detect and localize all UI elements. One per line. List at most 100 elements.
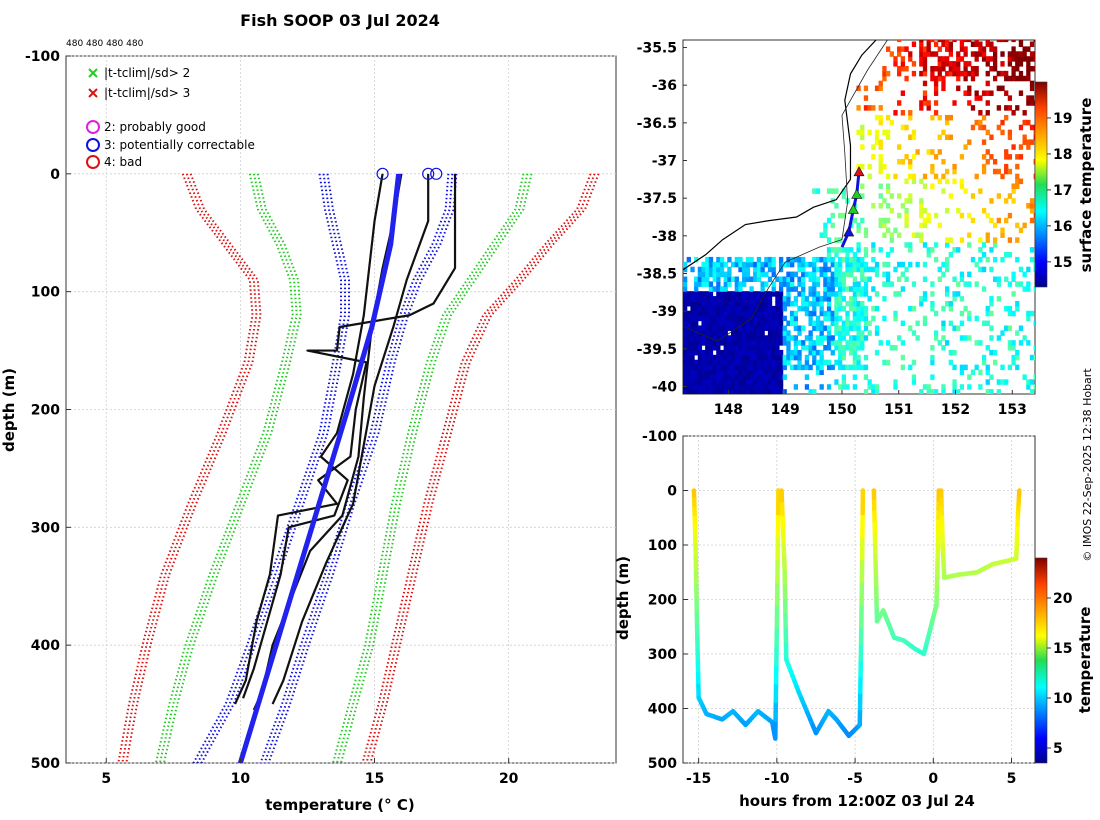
sst-cell xyxy=(712,335,717,341)
sst-cell xyxy=(959,178,965,185)
sst-cell xyxy=(1011,276,1016,282)
sst-cell xyxy=(834,325,839,331)
sst-cell xyxy=(742,384,747,390)
sst-cell xyxy=(1022,139,1027,145)
sst-cell xyxy=(749,379,754,385)
sst-cell xyxy=(937,266,942,273)
sst-cell xyxy=(1015,256,1020,263)
drops-colorbar-tick-label: 20 xyxy=(1053,591,1073,607)
sst-cell xyxy=(1000,61,1005,67)
sst-cell xyxy=(1022,335,1027,341)
sst-cell xyxy=(919,389,924,394)
sst-cell xyxy=(778,310,784,317)
sst-cell xyxy=(967,271,972,278)
sst-cell xyxy=(959,70,965,77)
sst-cell xyxy=(719,315,725,322)
sst-cell xyxy=(878,119,883,126)
sst-cell xyxy=(760,286,765,292)
sst-cell xyxy=(841,374,846,380)
sst-cell xyxy=(981,114,987,121)
sst-cell xyxy=(815,369,821,376)
sst-cell xyxy=(775,315,780,322)
sst-cell xyxy=(749,325,754,331)
sst-cell xyxy=(937,46,942,52)
sst-cell xyxy=(727,310,732,317)
sst-cell xyxy=(878,183,883,189)
sst-cell xyxy=(749,384,754,390)
sst-cell xyxy=(930,183,935,189)
sst-cell xyxy=(705,364,710,371)
sst-cell xyxy=(933,310,939,317)
sst-cell xyxy=(941,173,946,180)
sst-cell xyxy=(1022,110,1027,116)
sst-cell xyxy=(897,51,902,57)
sst-cell xyxy=(956,207,961,214)
sst-cell xyxy=(834,305,839,312)
sst-cell xyxy=(723,296,728,302)
sst-cell xyxy=(708,291,714,297)
sst-cell xyxy=(727,354,732,361)
sst-cell xyxy=(826,188,832,194)
sst-cell xyxy=(874,114,880,121)
sst-cell xyxy=(756,276,762,282)
sst-cell xyxy=(834,203,839,209)
sst-cell xyxy=(738,286,743,292)
sst-cell xyxy=(945,300,950,307)
sst-cell xyxy=(926,252,931,258)
sst-cell xyxy=(742,305,747,312)
sst-cell xyxy=(908,193,913,199)
sst-cell xyxy=(686,374,691,380)
sst-cell xyxy=(1033,134,1035,141)
sst-cell xyxy=(908,261,913,268)
drops-ytick-label: 300 xyxy=(648,647,677,663)
sst-cell xyxy=(1018,144,1024,150)
sst-cell xyxy=(837,247,843,253)
sst-cell xyxy=(959,56,965,62)
sst-cell xyxy=(941,159,946,165)
sst-cell xyxy=(878,168,883,175)
sst-cell xyxy=(911,41,917,48)
sst-cell xyxy=(959,310,965,317)
sst-cell xyxy=(745,349,751,356)
sst-cell xyxy=(933,330,939,336)
sst-cell xyxy=(742,330,747,336)
sst-cell xyxy=(834,330,839,336)
sst-cell xyxy=(1011,51,1016,57)
sst-cell xyxy=(1011,359,1016,366)
sst-cell xyxy=(989,247,994,253)
sst-cell xyxy=(690,389,695,394)
sst-cell xyxy=(941,335,946,341)
sst-cell xyxy=(760,266,765,273)
sst-cell xyxy=(727,359,732,366)
sst-cell xyxy=(978,41,983,48)
sst-cell xyxy=(826,345,832,351)
sst-cell xyxy=(996,40,1001,43)
sst-cell xyxy=(753,379,758,385)
sst-cell xyxy=(852,300,858,307)
sst-cell xyxy=(719,325,725,331)
sst-cell xyxy=(834,310,839,317)
sst-cell xyxy=(834,315,839,322)
sst-cell xyxy=(697,349,703,356)
sst-cell xyxy=(826,315,832,322)
sst-cell xyxy=(738,379,743,385)
sst-cell xyxy=(856,247,861,253)
sst-cell xyxy=(1033,374,1035,380)
sst-cell xyxy=(716,320,721,327)
sst-cell xyxy=(690,320,695,327)
sst-cell xyxy=(782,281,787,287)
sst-cell xyxy=(749,340,754,346)
sst-cell xyxy=(812,256,817,263)
sst-cell xyxy=(837,325,843,331)
sst-cell xyxy=(948,41,953,48)
sst-cell xyxy=(922,100,928,106)
sst-cell xyxy=(860,217,865,224)
sst-cell xyxy=(749,345,754,351)
sst-cell xyxy=(723,340,728,346)
sst-cell xyxy=(874,261,880,268)
sst-cell xyxy=(727,256,732,263)
sst-cell xyxy=(1029,310,1035,317)
sst-cell xyxy=(1007,154,1013,160)
legend-circle-marker xyxy=(86,155,100,169)
